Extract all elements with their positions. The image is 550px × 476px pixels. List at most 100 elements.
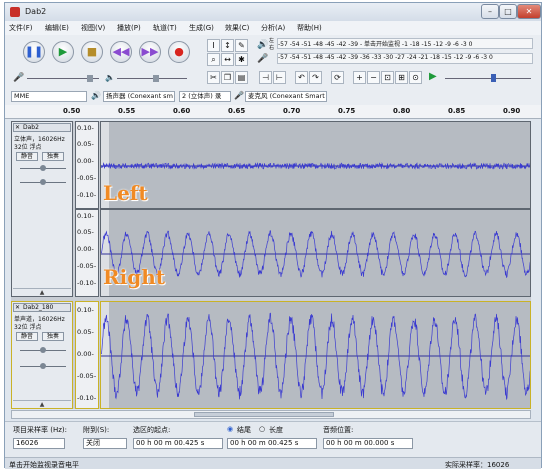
skip-start-button[interactable]: ◀◀: [110, 41, 132, 63]
mic-volume-thumb[interactable]: [87, 75, 93, 82]
track-name-menu[interactable]: Dab2: [13, 123, 71, 132]
multi-tool[interactable]: ✱: [235, 53, 248, 66]
menu-play[interactable]: 播放(P): [117, 24, 141, 32]
end-option-label: 结尾: [237, 426, 251, 434]
track-bitdepth-info: 32位 浮点: [14, 144, 42, 151]
playback-meter[interactable]: -57 -54 -51 -48 -45 -42 -39 - 单击开始监视 -1 …: [277, 38, 533, 49]
menu-effect[interactable]: 效果(C): [225, 24, 250, 32]
track-control-panel[interactable]: Dab2 ✕ 立体声，16026Hz 32位 浮点 静音 独奏 ▲: [11, 121, 73, 297]
selection-start-field[interactable]: 00 h 00 m 00.425 s: [133, 438, 223, 449]
waveform-left-channel[interactable]: [100, 121, 531, 209]
speaker-volume-thumb[interactable]: [153, 75, 159, 82]
cut-button[interactable]: ✂: [207, 71, 220, 84]
paste-button[interactable]: ▤: [235, 71, 248, 84]
menu-help[interactable]: 帮助(H): [297, 24, 322, 32]
project-rate-select[interactable]: 16026: [13, 438, 65, 449]
zoom-in-button[interactable]: +: [353, 71, 366, 84]
amplitude-ruler: 0.10- 0.05- 0.00- -0.05- -0.10-: [75, 121, 99, 209]
waveform-trace: [101, 162, 530, 170]
maximize-button[interactable]: □: [499, 4, 517, 19]
play-button[interactable]: ▶: [52, 41, 74, 63]
amp-tick: 0.00-: [77, 245, 94, 253]
draw-tool[interactable]: ✎: [235, 39, 248, 52]
gain-knob[interactable]: [40, 347, 46, 353]
track-control-panel[interactable]: Dab2_180 ✕ 单声道，16026Hz 32位 浮点 静音 独奏 ▲: [11, 301, 73, 409]
speaker-volume-icon: 🔈: [105, 73, 115, 82]
menu-view[interactable]: 视图(V): [81, 24, 106, 32]
selection-tool[interactable]: I: [207, 39, 220, 52]
menu-analyze[interactable]: 分析(A): [261, 24, 286, 32]
zoom-tool[interactable]: ⌕: [207, 53, 220, 66]
record-icon: ●: [174, 45, 184, 58]
pan-knob[interactable]: [40, 363, 46, 369]
minimize-button[interactable]: –: [481, 4, 499, 19]
end-radio[interactable]: ◉: [227, 425, 234, 433]
collapse-track-button[interactable]: ▲: [13, 288, 71, 296]
menu-edit[interactable]: 编辑(E): [45, 24, 69, 32]
fit-selection-button[interactable]: ⊡: [381, 71, 394, 84]
collapse-track-button[interactable]: ▲: [13, 400, 71, 408]
waveform-right-channel[interactable]: [100, 209, 531, 297]
amplitude-ruler: 0.10- 0.05- 0.00- -0.05- -0.10-: [75, 301, 99, 409]
ruler-tick: 0.90: [503, 107, 521, 115]
skip-end-button[interactable]: ▶▶: [139, 41, 161, 63]
sync-lock-button[interactable]: ⟳: [331, 71, 344, 84]
menu-file[interactable]: 文件(F): [9, 24, 33, 32]
solo-button[interactable]: 独奏: [42, 152, 64, 161]
timeline-ruler[interactable]: 0.50 0.55 0.60 0.65 0.70 0.75 0.80 0.85 …: [5, 105, 541, 119]
mic-volume-slider[interactable]: [27, 78, 99, 79]
stop-button[interactable]: ■: [81, 41, 103, 63]
horizontal-scrollbar[interactable]: [11, 410, 531, 419]
play-at-speed-icon[interactable]: ▶: [429, 71, 437, 82]
playback-device-select[interactable]: 扬声器 (Conexant sm: [103, 91, 175, 102]
timeshift-tool[interactable]: ↔: [221, 53, 234, 66]
selection-end-field[interactable]: 00 h 00 m 00.425 s: [227, 438, 317, 449]
play-speed-slider[interactable]: [445, 78, 531, 79]
recording-device-icon: 🎤: [234, 91, 244, 100]
waveform-mono-track[interactable]: [100, 301, 531, 409]
length-radio[interactable]: ○: [259, 425, 266, 433]
recording-device-select[interactable]: 麦克风 (Conexant Smart: [245, 91, 327, 102]
silence-button[interactable]: ⊢: [273, 71, 286, 84]
channels-select[interactable]: 2 (立体声) 录: [179, 91, 231, 102]
menu-bar: 文件(F) 编辑(E) 视图(V) 播放(P) 轨道(T) 生成(G) 效果(C…: [5, 21, 541, 35]
menu-track[interactable]: 轨道(T): [153, 24, 177, 32]
audio-position-field[interactable]: 00 h 00 m 00.000 s: [323, 438, 413, 449]
snap-select[interactable]: 关闭: [83, 438, 127, 449]
zoom-out-button[interactable]: −: [367, 71, 380, 84]
zoom-toggle-button[interactable]: ⊙: [409, 71, 422, 84]
envelope-tool[interactable]: ↕: [221, 39, 234, 52]
amp-tick: -0.05-: [77, 262, 97, 270]
track-close-icon[interactable]: ✕: [15, 304, 21, 311]
gain-knob[interactable]: [40, 165, 46, 171]
status-bar: 单击开始监视录音电平 实际采样率：16026: [5, 457, 541, 469]
solo-button[interactable]: 独奏: [42, 332, 64, 341]
mute-button[interactable]: 静音: [16, 332, 38, 341]
pause-button[interactable]: ❚❚: [23, 41, 45, 63]
close-button[interactable]: ✕: [517, 4, 541, 19]
copy-button[interactable]: ❐: [221, 71, 234, 84]
trim-button[interactable]: ⊣: [259, 71, 272, 84]
undo-button[interactable]: ↶: [295, 71, 308, 84]
pause-icon: ❚❚: [24, 45, 44, 58]
record-meter[interactable]: -57 -54 -51 -48 -45 -42 -39 -36 -33 -30 …: [277, 53, 533, 64]
ruler-tick: 0.65: [228, 107, 246, 115]
redo-button[interactable]: ↷: [309, 71, 322, 84]
fit-project-button[interactable]: ⊞: [395, 71, 408, 84]
window-title: Dab2: [25, 7, 47, 16]
scrollbar-thumb[interactable]: [194, 412, 334, 417]
audio-host-select[interactable]: MME: [11, 91, 87, 102]
amp-tick: -0.05-: [77, 372, 97, 380]
stop-icon: ■: [86, 45, 98, 58]
waveform-trace: [101, 230, 530, 279]
menu-generate[interactable]: 生成(G): [189, 24, 214, 32]
pan-knob[interactable]: [40, 179, 46, 185]
play-speed-thumb[interactable]: [491, 74, 496, 82]
record-button[interactable]: ●: [168, 41, 190, 63]
mute-button[interactable]: 静音: [16, 152, 38, 161]
skip-start-icon: ◀◀: [112, 45, 130, 58]
track-name-menu[interactable]: Dab2_180: [13, 303, 71, 312]
track-close-icon[interactable]: ✕: [15, 124, 21, 131]
length-option-label: 长度: [269, 426, 283, 434]
speaker-volume-slider[interactable]: [117, 78, 187, 79]
